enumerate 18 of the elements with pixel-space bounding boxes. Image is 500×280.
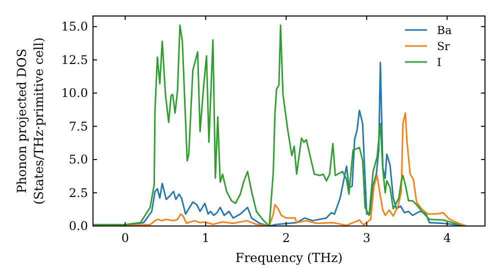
- x-tick-label: 3: [362, 231, 370, 245]
- legend-label: Ba: [437, 24, 452, 37]
- x-tick-label: 4: [443, 231, 452, 245]
- x-tick-label: 2: [282, 231, 290, 245]
- y-tick-label: 0.0: [68, 219, 88, 233]
- legend-label: I: [437, 56, 442, 69]
- y-tick-label: 15.0: [61, 20, 88, 34]
- y-tick-label: 5.0: [68, 152, 88, 167]
- x-tick-label: 1: [202, 231, 210, 245]
- legend-label: Sr: [437, 40, 451, 53]
- y-tick-label: 12.5: [61, 52, 88, 67]
- x-axis-title: Frequency (THz): [235, 250, 343, 265]
- y-tick-label: 10.0: [61, 86, 88, 100]
- line-series: [93, 24, 464, 226]
- x-tick-label: 0: [121, 231, 130, 245]
- y-tick-label: 2.5: [68, 186, 88, 200]
- y-tick-label: 7.5: [68, 119, 88, 134]
- y-axis-title: Phonon projected DOS (States/THz·primitive cell): [14, 37, 46, 205]
